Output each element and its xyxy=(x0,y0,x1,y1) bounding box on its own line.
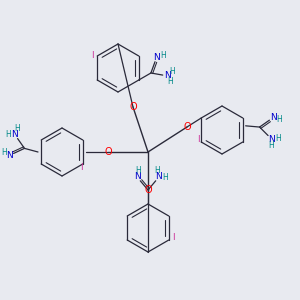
Text: H: H xyxy=(275,134,280,142)
Text: N: N xyxy=(134,172,140,182)
Text: O: O xyxy=(144,185,152,195)
Text: H: H xyxy=(14,124,20,133)
Text: N: N xyxy=(156,172,162,182)
Text: H: H xyxy=(1,148,7,157)
Text: H: H xyxy=(169,67,175,76)
Text: I: I xyxy=(91,52,94,61)
Text: I: I xyxy=(172,233,175,242)
Text: N: N xyxy=(153,52,160,62)
Text: H: H xyxy=(162,173,168,182)
Text: N: N xyxy=(11,130,18,139)
Text: H: H xyxy=(160,51,166,60)
Text: I: I xyxy=(80,163,83,172)
Text: H: H xyxy=(277,115,282,124)
Text: N: N xyxy=(270,113,277,122)
Text: H: H xyxy=(136,167,141,176)
Text: O: O xyxy=(183,122,191,132)
Text: I: I xyxy=(197,134,200,143)
Text: H: H xyxy=(6,130,11,139)
Text: N: N xyxy=(164,71,171,80)
Text: H: H xyxy=(268,141,274,150)
Text: H: H xyxy=(167,77,173,86)
Text: H: H xyxy=(154,167,160,176)
Text: N: N xyxy=(268,135,275,144)
Text: N: N xyxy=(6,151,12,160)
Text: O: O xyxy=(104,147,112,157)
Text: O: O xyxy=(129,102,137,112)
